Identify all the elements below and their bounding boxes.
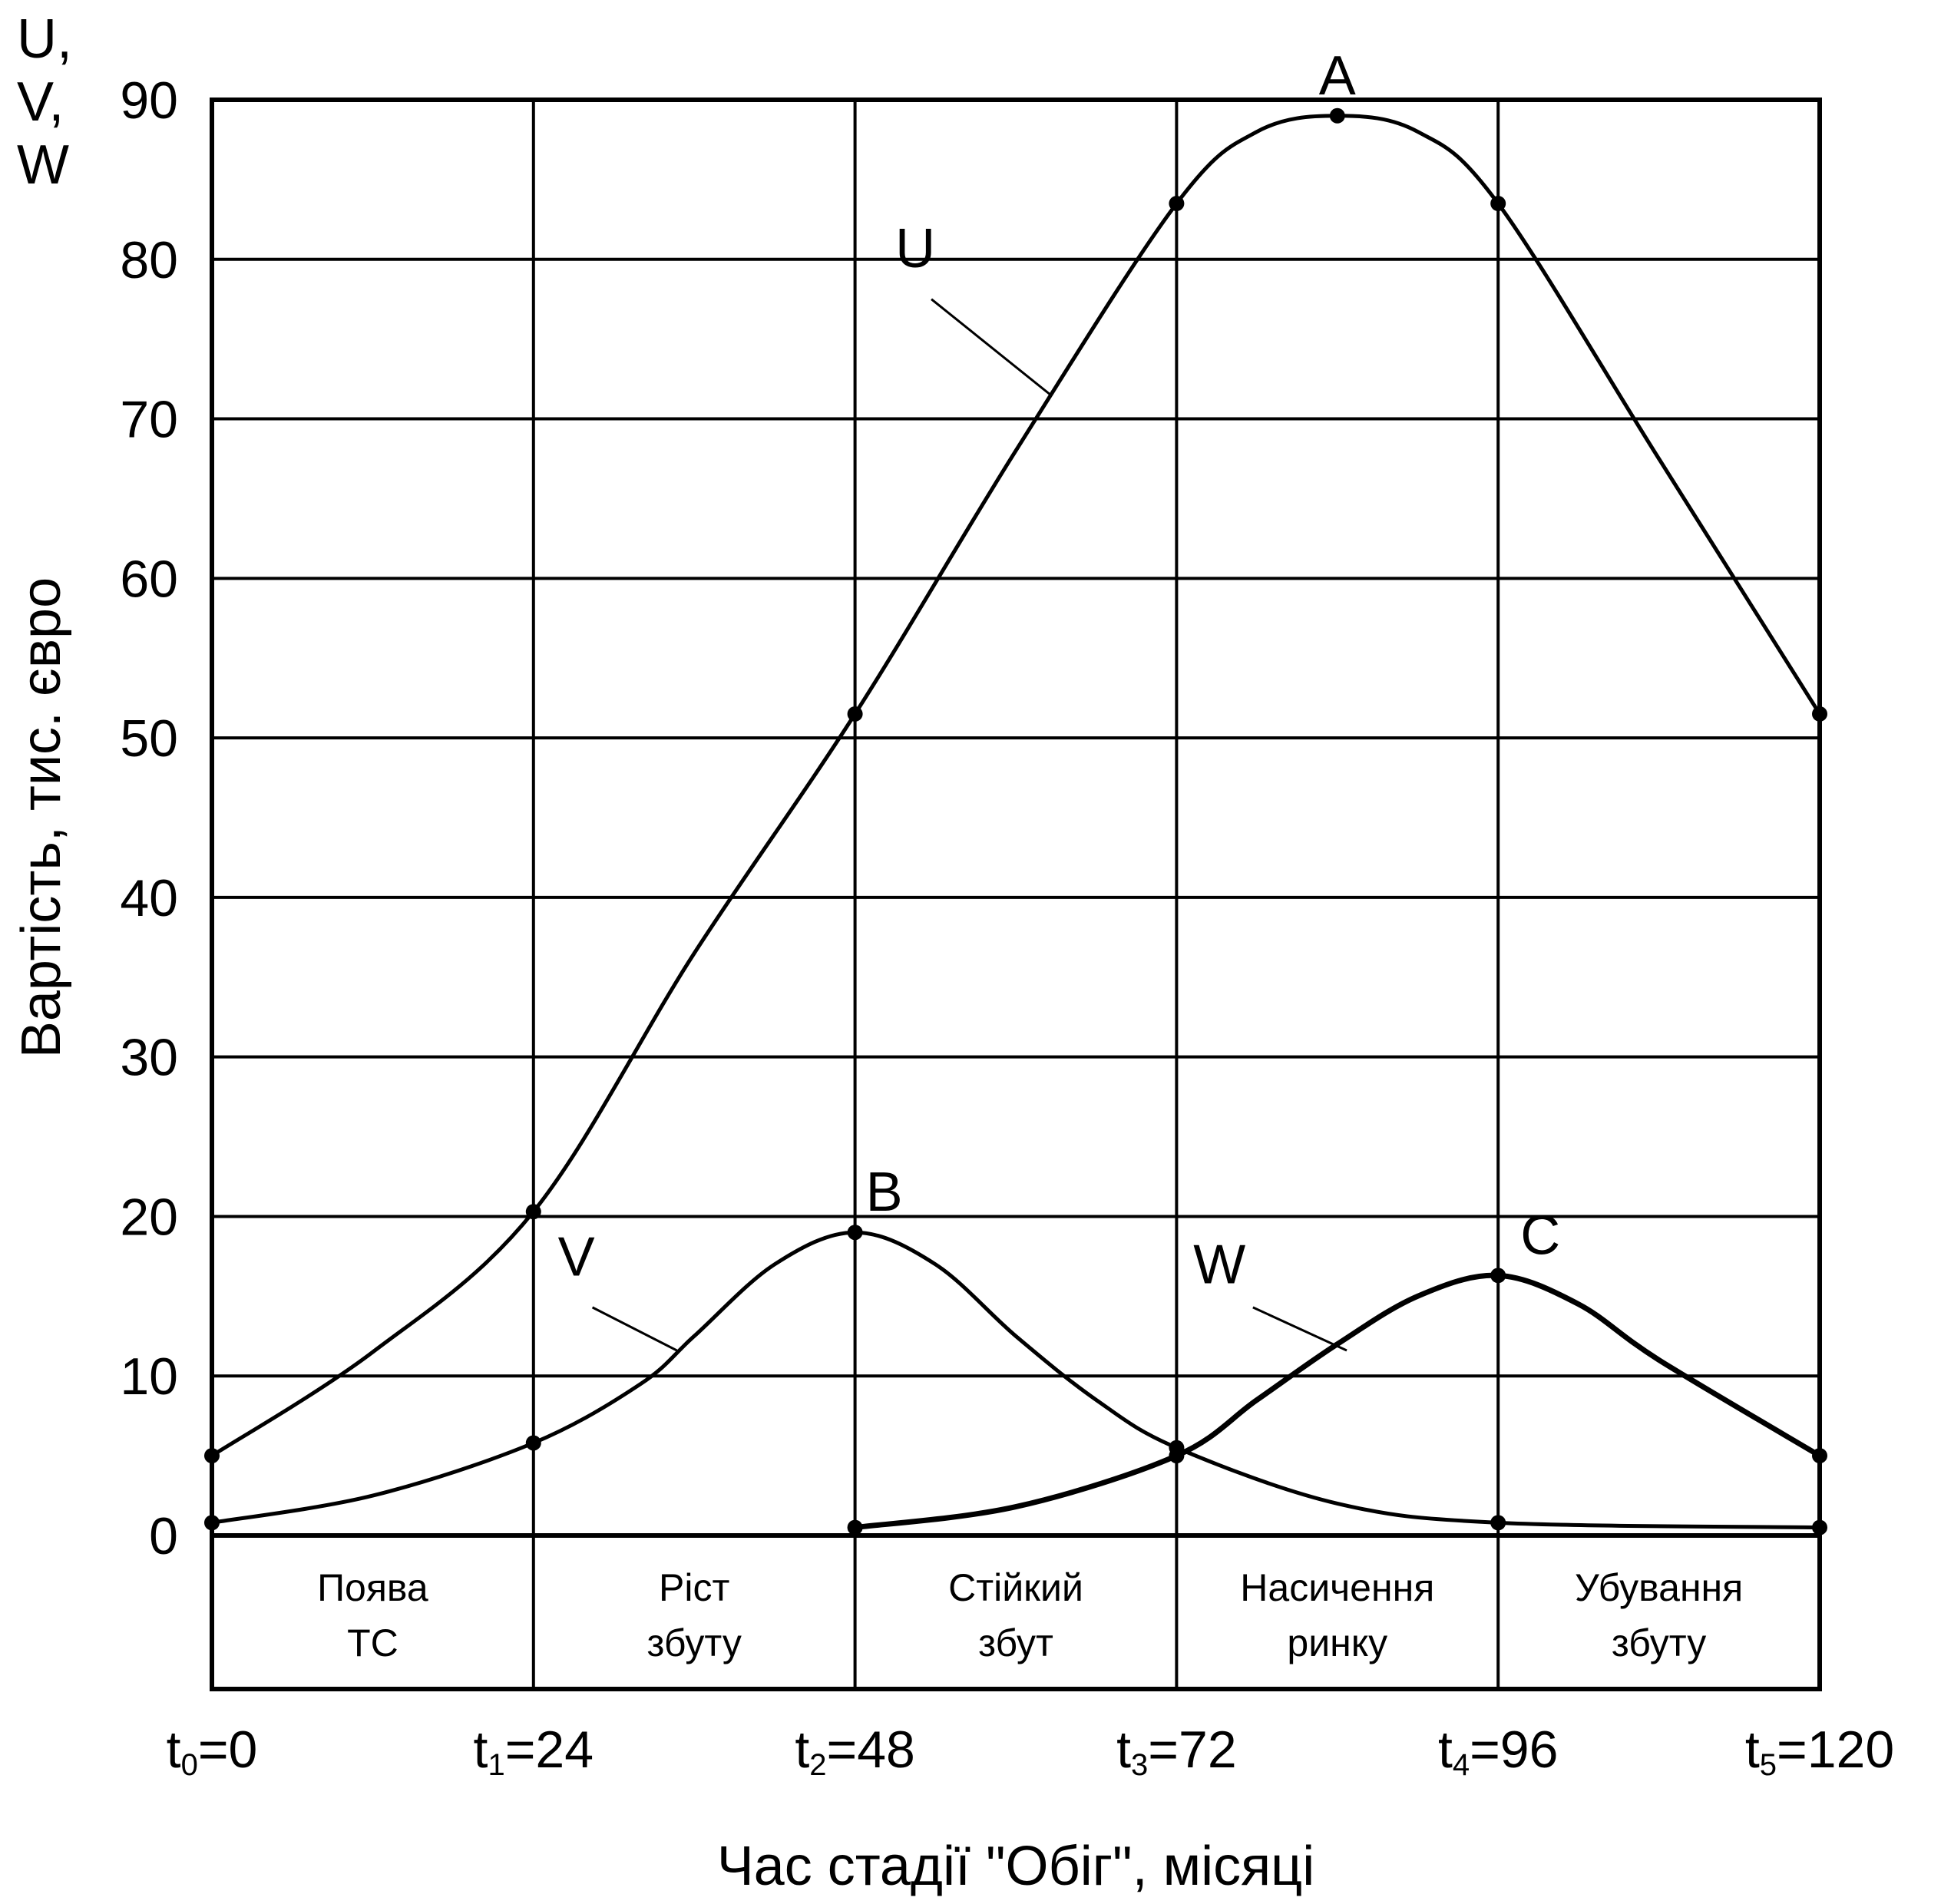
curve-u xyxy=(210,114,1822,1458)
point-u xyxy=(847,706,863,722)
curve-w xyxy=(855,1272,1821,1531)
x-tick-label: t2=48 xyxy=(795,1721,915,1782)
y-tick-label: 10 xyxy=(120,1347,178,1406)
stage-band: Поява ТС Ріст збуту Стійкий збут Насичення ринк… xyxy=(317,1566,1743,1664)
stage-label: ТС xyxy=(347,1621,398,1664)
point-u xyxy=(1812,706,1827,722)
y-tick-label: 0 xyxy=(149,1507,178,1565)
point-u xyxy=(1169,196,1185,212)
y-tick-label: 50 xyxy=(120,709,178,768)
y-axis-label: Вартість, тис. євро xyxy=(11,577,72,1058)
curve-label-u: U xyxy=(895,218,935,279)
stage-label: Стійкий xyxy=(948,1566,1083,1609)
stage-frame xyxy=(210,1533,1822,1691)
stage-label: ринку xyxy=(1287,1621,1387,1664)
point-label-c: C xyxy=(1520,1205,1560,1266)
x-tick-label: t0=0 xyxy=(167,1721,258,1782)
curve-label-v: V xyxy=(558,1226,595,1288)
point-u xyxy=(1329,107,1345,124)
stage-label: Убування xyxy=(1575,1566,1743,1609)
y-corner-label: U, xyxy=(17,8,72,70)
leader-line xyxy=(931,298,1052,396)
point-u xyxy=(204,1448,220,1464)
y-tick-label: 40 xyxy=(120,869,178,927)
y-tick-label: 80 xyxy=(120,231,178,289)
point-w xyxy=(1490,1268,1506,1284)
point-v xyxy=(1490,1515,1506,1531)
point-w xyxy=(1169,1448,1185,1464)
y-tick-label: 30 xyxy=(120,1029,178,1087)
y-tick-label: 60 xyxy=(120,550,178,608)
leader-line xyxy=(591,1306,678,1352)
leader-line xyxy=(1252,1306,1347,1352)
x-axis-label: Час стадії "Обіг", місяці xyxy=(717,1836,1315,1897)
point-v xyxy=(847,1225,863,1241)
point-w xyxy=(1812,1448,1827,1464)
x-tick-label: t4=96 xyxy=(1438,1721,1559,1782)
y-tick-label: 20 xyxy=(120,1188,178,1246)
point-label-a: A xyxy=(1319,45,1356,107)
stage-label: збут xyxy=(978,1621,1053,1664)
stage-label: Насичення xyxy=(1240,1566,1434,1609)
y-tick-label: 90 xyxy=(120,71,178,130)
stage-label: збуту xyxy=(1612,1621,1706,1664)
y-corner-label: V, xyxy=(17,71,64,133)
stage-label: Поява xyxy=(317,1566,428,1609)
stage-label: Ріст xyxy=(659,1566,729,1609)
x-tick-label: t1=24 xyxy=(474,1721,594,1782)
curve-label-w: W xyxy=(1193,1235,1245,1296)
point-label-b: B xyxy=(866,1162,903,1223)
point-v xyxy=(1812,1519,1827,1535)
x-tick-label: t5=120 xyxy=(1745,1721,1894,1782)
point-v xyxy=(204,1515,220,1531)
x-tick-label: t3=72 xyxy=(1116,1721,1237,1782)
y-corner-label: W xyxy=(17,134,69,196)
point-w xyxy=(847,1519,863,1535)
point-u xyxy=(1490,196,1506,212)
y-tick-label: 70 xyxy=(120,391,178,449)
grid: 0 10 20 30 40 50 60 70 80 90 t0=0 t1=24 t2=48 t3=72 t4… xyxy=(17,8,1894,1782)
labels: A B C U V W xyxy=(558,45,1560,1352)
curves xyxy=(204,107,1827,1535)
stage-label: збуту xyxy=(647,1621,742,1664)
point-u xyxy=(525,1204,541,1220)
curve-v xyxy=(211,1230,1820,1530)
plot-frame xyxy=(210,98,1822,1538)
point-v xyxy=(525,1435,541,1451)
